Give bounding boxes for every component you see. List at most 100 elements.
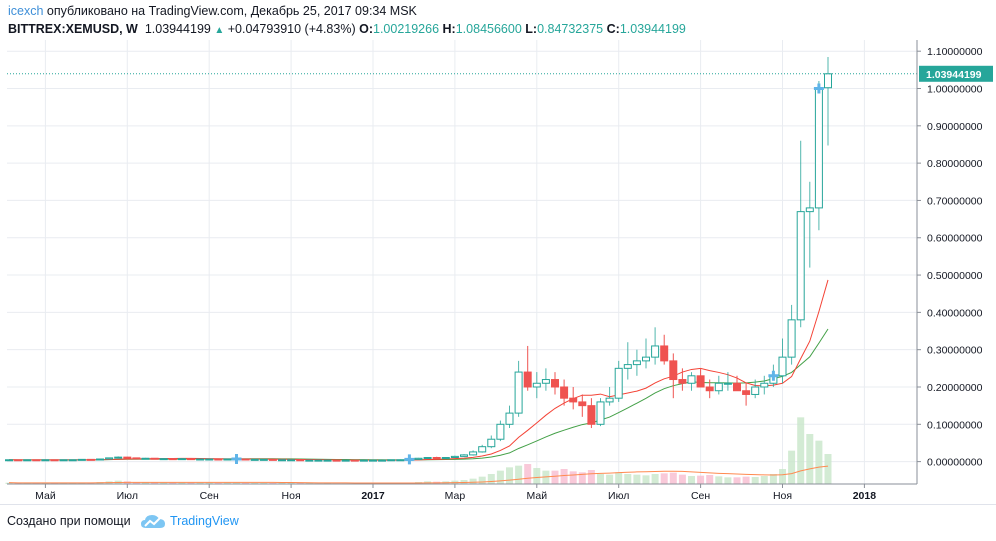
low-value: 0.84732375 (537, 22, 604, 36)
candle-body (723, 382, 732, 385)
ma-fast-line (8, 279, 829, 461)
tradingview-cloud-icon[interactable] (140, 513, 166, 531)
candle-body (187, 458, 195, 461)
candle-body (441, 457, 450, 460)
candle-body (323, 459, 332, 462)
candle-body (824, 73, 832, 89)
candle-body (751, 386, 760, 395)
volume-bar (533, 468, 541, 484)
candle-body (268, 458, 277, 461)
candle-body (523, 371, 532, 388)
chart-header: icexch опубликовано на TradingView.com, … (0, 0, 996, 40)
x-tick-label: Июл (608, 490, 629, 502)
volume-bar (487, 474, 495, 484)
close-label: C: (606, 22, 620, 36)
y-tick-label: 0.80000000 (927, 158, 983, 170)
x-tick-label: 2017 (361, 490, 385, 502)
author-link[interactable]: icexch (8, 4, 44, 18)
volume-bar (760, 476, 768, 484)
candle-body (369, 459, 377, 462)
volume-bar (797, 417, 805, 484)
volume-bar (724, 477, 732, 484)
volume-bar (742, 476, 750, 484)
candle-body (623, 364, 632, 369)
volume-bar (178, 482, 186, 484)
candle-body (614, 367, 623, 399)
volume-bar (169, 482, 177, 484)
volume-bar (751, 477, 759, 484)
candle-body (551, 379, 559, 388)
candle-body (41, 459, 50, 462)
volume-bar (587, 470, 595, 484)
volume-bar (806, 434, 814, 484)
x-tick-label: Май (527, 490, 548, 502)
low-label: L: (525, 22, 538, 36)
published-text: опубликовано на TradingView.com, Декабрь… (46, 4, 417, 18)
candle-body (350, 459, 359, 462)
candle-body (669, 360, 678, 381)
candle-body (123, 456, 132, 459)
candle-body (196, 458, 205, 461)
candle-body (287, 459, 296, 462)
volume-bar (132, 482, 140, 484)
volume-bar (469, 478, 477, 484)
y-tick-label: 1.00000000 (927, 84, 983, 96)
candle-body (86, 458, 95, 461)
volume-bar (524, 464, 532, 484)
split-marker-icon (813, 83, 824, 94)
candle-body (760, 382, 769, 388)
candle-body (168, 458, 177, 461)
volume-bar (515, 465, 523, 484)
candle-body (105, 457, 114, 460)
candle-body (705, 386, 714, 392)
candle-body (814, 88, 823, 209)
volume-bar (496, 470, 504, 484)
volume-bar (551, 470, 559, 484)
change-value: +0.04793910 (+4.83%) (227, 22, 356, 36)
x-tick-label: Ноя (282, 490, 301, 502)
volume-bar (196, 482, 204, 484)
candle-body (660, 345, 669, 362)
volume-bar (506, 467, 513, 484)
volume-bar (715, 476, 723, 484)
y-tick-label: 0.60000000 (927, 233, 983, 245)
volume-bar (669, 472, 677, 484)
y-tick-label: 0.10000000 (927, 419, 983, 431)
candle-body (250, 458, 259, 461)
candle-body (305, 459, 314, 462)
candle-body (214, 458, 223, 461)
volume-bar (142, 482, 149, 484)
candle-body (23, 459, 32, 462)
candle-body (68, 459, 77, 462)
volume-bar (478, 476, 486, 484)
volume-bar (187, 482, 195, 484)
volume-bar (688, 476, 695, 484)
y-tick-label: 1.10000000 (927, 46, 983, 58)
candle-body (678, 379, 687, 384)
candle-body (778, 356, 787, 377)
candle-body (50, 459, 59, 462)
volume-bar (205, 482, 213, 484)
candle-body (296, 459, 305, 462)
volume-bar (824, 454, 832, 484)
candle-body (77, 458, 86, 461)
high-label: H: (442, 22, 456, 36)
candle-body (341, 459, 350, 462)
y-tick-label: 0.30000000 (927, 345, 983, 357)
candle-body (733, 382, 741, 392)
volume-bar (233, 482, 240, 484)
candle-body (541, 379, 550, 384)
y-tick-label: 0.50000000 (927, 270, 983, 282)
candle-body (796, 211, 805, 321)
last-price: 1.03944199 (144, 22, 211, 36)
price-chart[interactable]: 1.10000000 1.00000000 0.90000000 0.80000000… (0, 40, 996, 504)
symbol-label[interactable]: BITTREX:XEMUSD, W (8, 22, 138, 36)
candle-body (114, 456, 123, 459)
open-value: 1.00219266 (373, 22, 440, 36)
x-tick-label: Май (35, 490, 56, 502)
publish-line: icexch опубликовано на TradingView.com, … (8, 4, 417, 18)
high-value: 1.08456600 (455, 22, 522, 36)
candle-body (5, 459, 13, 462)
tradingview-link[interactable]: TradingView (170, 514, 239, 528)
candle-body (359, 459, 368, 462)
